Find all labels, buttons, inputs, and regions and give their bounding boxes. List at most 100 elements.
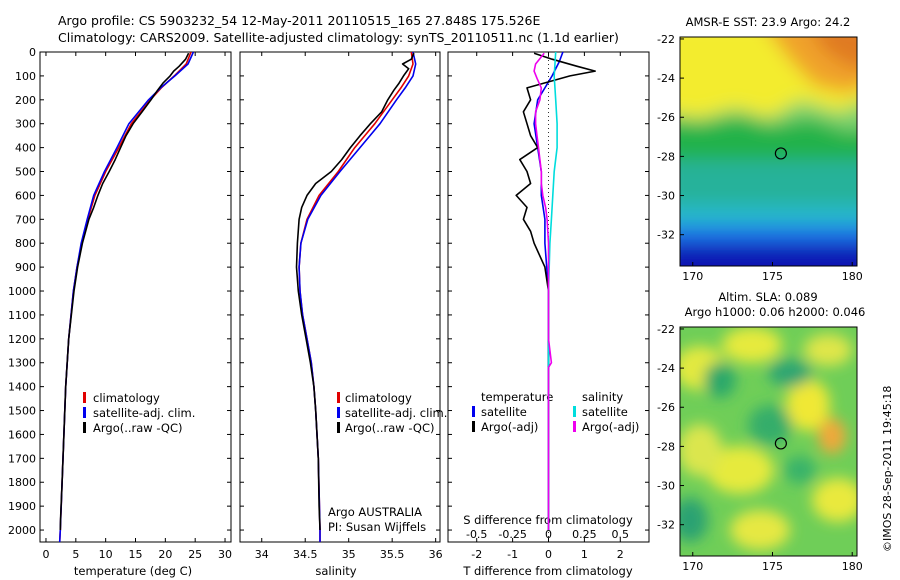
sla-map-frame	[679, 326, 858, 557]
sst-map-xtick-label: 170	[682, 270, 703, 283]
difference-sal-argo-line	[533, 52, 553, 530]
salinity-sat-legend-swatch	[337, 407, 340, 418]
temperature-ytick-label: 1400	[8, 381, 36, 394]
salinity-axes-frame	[239, 51, 441, 543]
sla-map-argo-position-marker	[774, 437, 787, 450]
sla-map-warm-spot	[818, 418, 846, 454]
sst-map-title: AMSR-E SST: 23.9 Argo: 24.2	[686, 15, 851, 29]
salinity-sat-legend-label: satellite-adj. clim.	[345, 406, 447, 420]
difference-panel: temperature salinity satellite Argo(-adj…	[447, 51, 650, 578]
sla-map-ytick-label: -24	[657, 362, 675, 375]
temperature-clim-legend-swatch	[83, 392, 86, 403]
salinity-xtick-label: 35	[342, 548, 356, 561]
temperature-axis-label: temperature (deg C)	[74, 564, 192, 578]
sst-map-green-band	[680, 116, 857, 165]
sla-map-title-line1: Altim. SLA: 0.089	[718, 290, 817, 304]
salinity-annotation-line1: Argo AUSTRALIA	[328, 505, 422, 519]
sla-map-ytick-label: -28	[657, 440, 675, 453]
salinity-clim-legend-entry: climatology	[337, 391, 412, 405]
salinity-climatology-line	[298, 51, 414, 542]
sst-map-xtick-label: 175	[762, 270, 783, 283]
sla-map-cool-3	[748, 405, 792, 445]
sla-map-blob-2	[722, 327, 782, 363]
temperature-argo-legend-label: Argo(..raw -QC)	[93, 421, 183, 435]
difference-sal-sat-legend-swatch	[573, 406, 576, 417]
difference-temp-sat-legend-entry: satellite	[472, 405, 527, 419]
sla-map-cool-4	[680, 498, 708, 542]
difference-axis-label: T difference from climatology	[462, 564, 633, 578]
sst-map-ytick-label: -32	[657, 229, 675, 242]
salinity-clim-legend-label: climatology	[345, 391, 412, 405]
salinity-sat-legend-entry: satellite-adj. clim.	[337, 406, 447, 420]
sla-map-blob-4	[786, 379, 830, 431]
temperature-ytick-label: 2000	[8, 524, 36, 537]
temperature-xtick-label: 20	[158, 548, 172, 561]
temperature-xtick-label: 30	[218, 548, 232, 561]
difference-salinity-tick-label: -0.5	[466, 528, 487, 541]
temperature-argo-legend-entry: Argo(..raw -QC)	[83, 421, 183, 435]
sst-map-ytick-label: -22	[657, 33, 675, 46]
temperature-ytick-label: 1200	[8, 333, 36, 346]
temperature-ytick-label: 900	[15, 261, 36, 274]
credit-text: ©IMOS 28-Sep-2011 19:45:18	[881, 386, 894, 552]
temperature-climatology-line	[58, 51, 192, 543]
difference-xtick-label: 0	[545, 548, 552, 561]
temperature-ytick-label: 1300	[8, 357, 36, 370]
temperature-ytick-label: 1000	[8, 285, 36, 298]
sla-map-xtick-label: 180	[842, 560, 863, 573]
temperature-argo-legend-swatch	[83, 422, 86, 433]
salinity-clim-legend-swatch	[337, 392, 340, 403]
sst-map-hottest-region	[815, 37, 857, 70]
sst-map-xtick-label: 180	[842, 270, 863, 283]
temperature-ytick-label: 1700	[8, 452, 36, 465]
temperature-xtick-label: 0	[42, 548, 49, 561]
temperature-clim-legend-entry: climatology	[83, 391, 160, 405]
sst-map-ytick-label: -24	[657, 72, 675, 85]
sla-map-field	[680, 327, 857, 556]
salinity-argo-line	[295, 52, 415, 531]
salinity-argo-legend-swatch	[337, 422, 340, 433]
sla-map-xtick-label: 170	[682, 560, 703, 573]
difference-salinity-tick-label: 0.5	[612, 528, 630, 541]
temperature-ytick-label: 300	[15, 118, 36, 131]
sla-map-blob-6	[680, 424, 722, 476]
salinity-panel: climatology satellite-adj. clim. Argo(..…	[239, 51, 447, 578]
sla-map-xtick-label: 175	[762, 560, 783, 573]
sla-map-cool-1	[704, 362, 736, 398]
sla-map-blob-3	[804, 334, 852, 366]
temperature-ytick-label: 800	[15, 237, 36, 250]
salinity-xtick-label: 35.5	[380, 548, 405, 561]
sla-map-cool-5	[784, 456, 816, 484]
difference-xtick-label: -1	[507, 548, 518, 561]
sst-map-frame	[679, 36, 858, 267]
temperature-axes-frame	[39, 51, 232, 543]
temperature-ytick-label: 200	[15, 94, 36, 107]
difference-salinity-tick-label: 0	[545, 528, 552, 541]
temperature-ytick-label: 1600	[8, 428, 36, 441]
temperature-sat-legend-entry: satellite-adj. clim.	[83, 406, 195, 420]
temperature-ytick-label: 1900	[8, 500, 36, 513]
sla-map-cool-2	[768, 359, 812, 387]
sla-map-title-line2: Argo h1000: 0.06 h2000: 0.046	[685, 305, 866, 319]
difference-temp-sat-legend-label: satellite	[481, 405, 527, 419]
difference-sal-sat-legend-label: satellite	[582, 405, 628, 419]
sla-map-axes: 170 175 180 -22 -24 -26 -28 -30 -32	[657, 323, 863, 573]
difference-temp-argo-legend-entry: Argo(-adj)	[472, 420, 538, 434]
difference-salinity-tick-label: -0.25	[498, 528, 526, 541]
difference-temp-argo-line	[515, 52, 597, 530]
temperature-xtick-label: 15	[129, 548, 143, 561]
temperature-xtick-label: 10	[99, 548, 113, 561]
sst-map-darkblue-band	[680, 244, 857, 266]
figure-subtitle: Climatology: CARS2009. Satellite-adjuste…	[58, 30, 619, 45]
difference-sal-sat-legend-entry: satellite	[573, 405, 628, 419]
temperature-xtick-label: 25	[188, 548, 202, 561]
temperature-ytick-label: 1500	[8, 405, 36, 418]
difference-temp-argo-legend-label: Argo(-adj)	[481, 420, 538, 434]
temperature-clim-legend-label: climatology	[93, 391, 160, 405]
sst-map-ytick-label: -26	[657, 111, 675, 124]
temperature-ytick-label: 1800	[8, 476, 36, 489]
salinity-xtick-label: 34	[255, 548, 269, 561]
sst-map-ytick-label: -28	[657, 150, 675, 163]
sst-map-axes: 170 175 180 -22 -24 -26 -28 -30 -32	[657, 33, 863, 283]
temperature-ytick-label: 1100	[8, 309, 36, 322]
